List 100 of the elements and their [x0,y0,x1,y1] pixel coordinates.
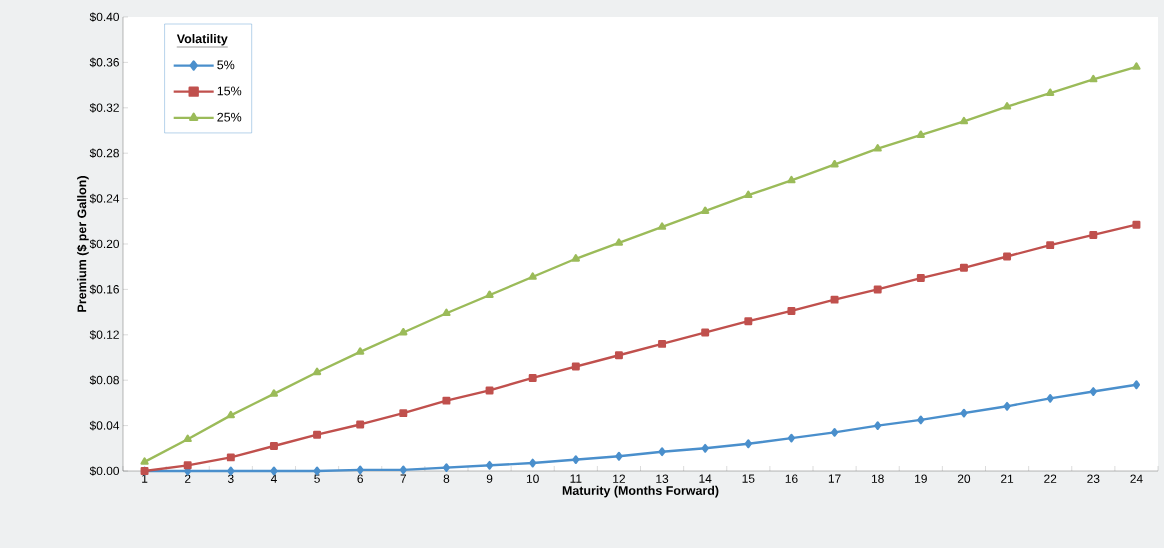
legend-title: Volatility [176,33,228,46]
point [657,222,667,230]
x-tick-label: 17 [828,474,841,483]
y-tick-label: $0.20 [89,239,120,249]
x-tick-label: 18 [871,474,884,483]
point [399,409,408,418]
y-axis-title: Premium ($ per Gallon) [76,176,89,312]
point [356,465,364,475]
point [701,328,710,337]
x-tick-label: 19 [915,474,927,483]
x-tick-label: 21 [1001,474,1014,483]
point [615,451,623,461]
x-tick-label: 24 [1130,474,1143,483]
point [787,306,796,315]
point [442,308,451,317]
point [528,373,537,382]
point [356,347,365,355]
point [959,263,968,272]
point [959,116,969,125]
point [1132,220,1141,229]
point [916,274,925,283]
point [226,410,235,419]
point [399,465,407,475]
y-tick-label: $0.12 [89,329,119,340]
point [658,447,666,457]
point [571,254,580,262]
legend-label: 15% [217,86,242,96]
point [701,206,710,214]
legend-label: 25% [217,112,242,122]
x-tick-label: 11 [570,474,582,483]
x-tick-label: 2 [184,474,191,483]
point [442,463,451,472]
point [485,460,494,470]
x-tick-label: 10 [526,474,539,483]
point [917,415,925,425]
point [744,190,753,199]
point [442,396,451,405]
point [485,290,494,298]
x-tick-label: 15 [742,474,755,483]
x-tick-label: 8 [443,474,450,483]
point [1003,252,1012,261]
x-tick-label: 20 [957,474,971,483]
x-tick-label: 4 [270,474,277,483]
point [1089,74,1098,83]
y-tick-label: $0.24 [89,193,120,204]
y-tick-label: $0.00 [89,466,120,476]
x-tick-label: 9 [486,474,493,483]
x-tick-label: 1 [142,474,148,483]
point [1046,241,1055,250]
point [614,238,624,246]
x-tick-label: 13 [656,474,669,483]
point [960,408,968,418]
point [1089,387,1097,396]
point [787,175,796,184]
point [485,386,494,395]
x-tick-label: 12 [613,474,625,483]
point [528,272,537,280]
point [140,457,149,465]
x-tick-label: 7 [400,474,407,483]
point [701,443,709,453]
point [830,159,839,168]
point [873,144,882,152]
point [614,351,623,360]
point [658,339,667,348]
point [529,458,537,468]
point [356,420,365,429]
point [399,327,408,336]
y-tick-label: $0.32 [89,102,119,113]
x-tick-label: 22 [1044,474,1057,483]
point [1046,88,1055,96]
point [226,453,235,462]
point [572,455,580,465]
y-tick-label: $0.08 [89,375,119,386]
point [1132,62,1141,70]
point [744,317,753,326]
y-tick-label: $0.16 [89,284,119,295]
point [744,439,752,449]
point [183,461,192,470]
point [1046,393,1054,403]
point [873,285,882,294]
x-tick-label: 6 [357,474,363,483]
point [787,433,796,443]
point [571,362,580,371]
legend-label: 5% [217,60,235,70]
x-tick-label: 3 [227,474,234,483]
point [312,367,322,376]
x-axis-title: Maturity (Months Forward) [562,485,719,498]
point [1003,401,1011,411]
point [830,428,839,437]
point [830,295,839,304]
point [916,130,925,138]
y-tick-label: $0.40 [89,12,120,22]
point [313,430,322,439]
y-tick-label: $0.36 [89,57,119,68]
point [183,434,192,443]
x-tick-label: 14 [699,474,712,483]
point [1132,380,1141,390]
x-tick-label: 16 [785,474,798,483]
point [269,442,278,451]
point [874,421,882,430]
